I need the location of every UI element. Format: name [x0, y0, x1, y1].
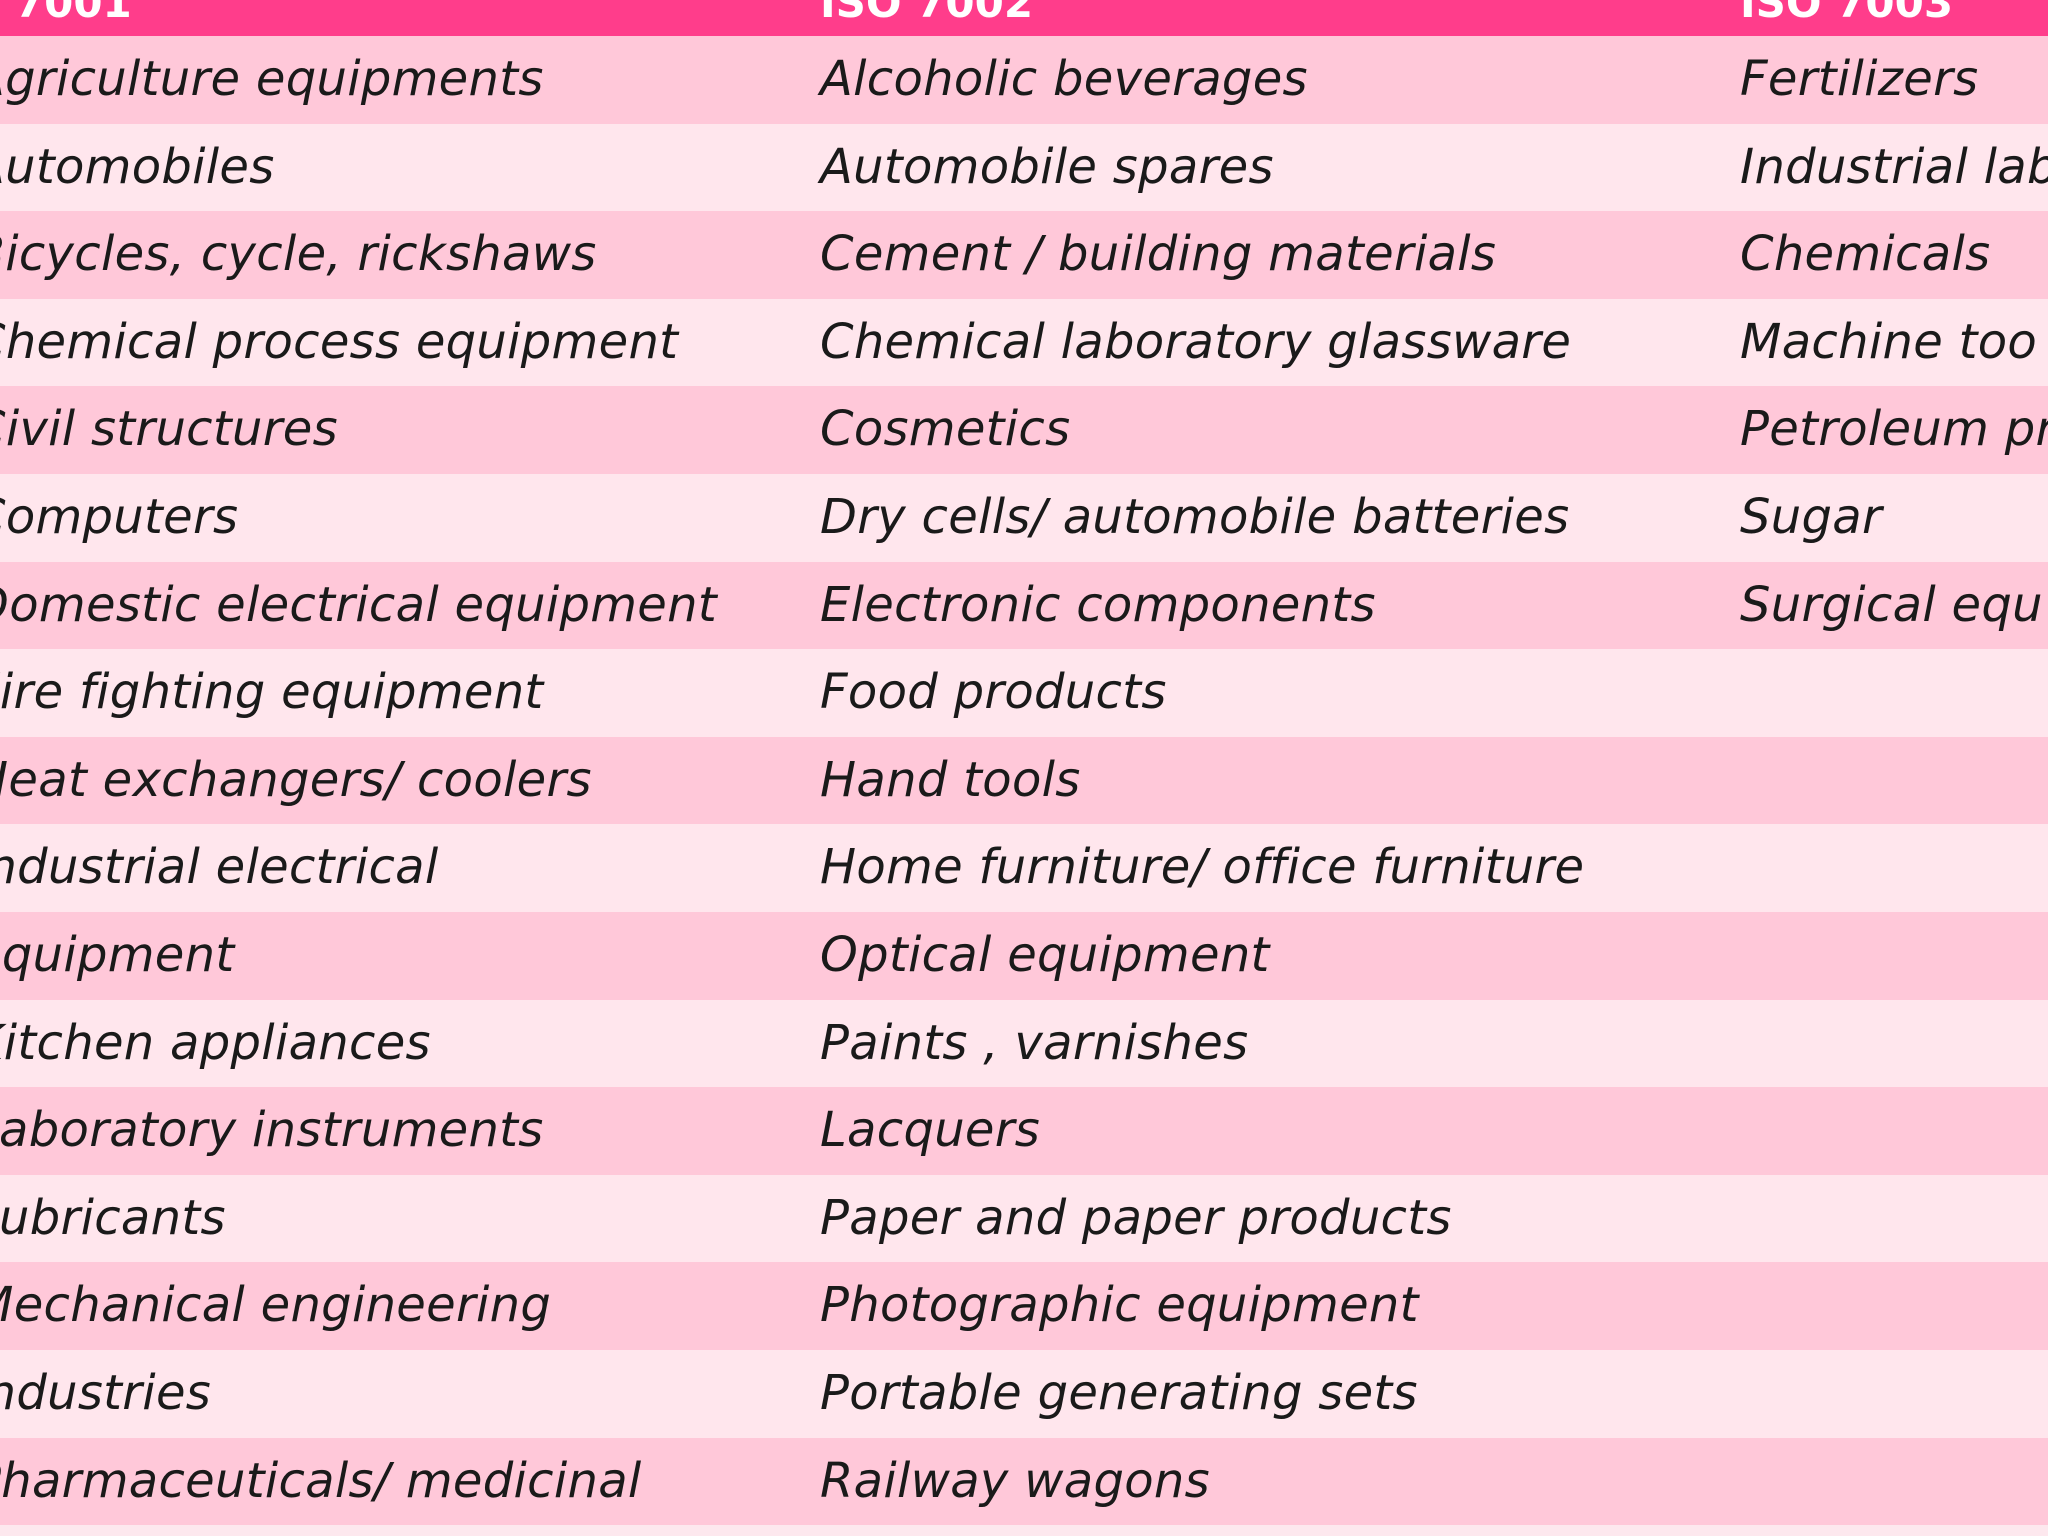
table-cell: Kitchen appliances [0, 1014, 431, 1071]
table-cell: Automobile spares [820, 138, 1274, 195]
table-cell: Cement / building materials [820, 226, 1497, 283]
table-cell: Fertilizers [1740, 51, 1979, 107]
table-cell: Computers [0, 488, 239, 545]
table-row: Chemical process equipment Chemical labo… [0, 298, 2048, 387]
table-cell: industries [0, 1364, 212, 1421]
header-col-1: S 7001 [0, 0, 132, 27]
table-row: Laboratory instruments Lacquers [0, 1087, 2048, 1175]
table-row: Domestic electrical equipment Electronic… [0, 561, 2048, 650]
table-cell: Mechanical engineering [0, 1277, 552, 1334]
table-cell: Domestic electrical equipment [0, 576, 717, 633]
table-cell: Pharmaceuticals/ medicinal [0, 1452, 642, 1509]
table-cell: Food products [820, 664, 1167, 721]
table-row: Automobiles Automobile spares Industrial… [0, 123, 2048, 212]
table-row: Fire fighting equipment Food products [0, 649, 2048, 737]
table-cell: Laboratory instruments [0, 1102, 544, 1159]
table-cell: Dry cells/ automobile batteries [820, 488, 1570, 545]
table-cell: Industrial electrical [0, 839, 439, 896]
table-row: Agriculture equipments Alcoholic beverag… [0, 36, 2048, 124]
table-cell: Automobiles [0, 138, 275, 195]
table-row: Industrial electrical Home furniture/ of… [0, 824, 2048, 912]
table-cell: Photographic equipment [820, 1277, 1419, 1334]
table-cell: Chemicals [1740, 226, 1991, 283]
table-row: Kitchen appliances Paints , varnishes [0, 999, 2048, 1088]
table-body: Agriculture equipments Alcoholic beverag… [0, 36, 2048, 1526]
table-cell: equipment [0, 926, 235, 983]
table-row: industries Portable generating sets [0, 1349, 2048, 1438]
table-row: Mechanical engineering Photographic equi… [0, 1262, 2048, 1350]
table-cell: Cosmetics [820, 401, 1071, 458]
table-cell: Machine too [1740, 313, 2038, 370]
table-cell: Railway wagons [820, 1452, 1210, 1509]
header-col-3: ISO 7003 [1740, 0, 1954, 27]
table-cell: Home furniture/ office furniture [820, 839, 1585, 896]
table-cell: Civil structures [0, 401, 338, 458]
table-cell: Portable generating sets [820, 1364, 1418, 1421]
table-cell: Chemical process equipment [0, 313, 679, 370]
table-cell: Heat exchangers/ coolers [0, 751, 592, 808]
table-cell: Lacquers [820, 1102, 1041, 1159]
table-cell: Alcoholic beverages [820, 51, 1308, 107]
table-row: Bicycles, cycle, rickshaws Cement / buil… [0, 211, 2048, 299]
table-cell: Paper and paper products [820, 1189, 1452, 1246]
table-cell: Electronic components [820, 576, 1376, 633]
table-cell: Bicycles, cycle, rickshaws [0, 226, 597, 283]
table-cell: Paints , varnishes [820, 1014, 1249, 1071]
table-cell: Sugar [1740, 488, 1883, 545]
table-row: Pharmaceuticals/ medicinal Railway wagon… [0, 1437, 2048, 1526]
table-cell: Fire fighting equipment [0, 664, 544, 721]
table-header: S 7001 ISO 7002 ISO 7003 [0, 0, 2048, 36]
table-row: Civil structures Cosmetics Petroleum pr [0, 386, 2048, 474]
table-cell: Surgical equ [1740, 576, 2043, 633]
table-row: Heat exchangers/ coolers Hand tools [0, 736, 2048, 825]
table-cell: Hand tools [820, 751, 1081, 808]
table-row: equipment Optical equipment [0, 911, 2048, 1000]
table-cell: Chemical laboratory glassware [820, 313, 1572, 370]
table-cell: Optical equipment [820, 926, 1270, 983]
table-cell: Agriculture equipments [0, 51, 544, 107]
table-row: Lubricants Paper and paper products [0, 1174, 2048, 1263]
table-cell: Industrial lab [1740, 138, 2048, 195]
table-cell: Petroleum pr [1740, 401, 2048, 458]
table-row: Computers Dry cells/ automobile batterie… [0, 473, 2048, 562]
header-col-2: ISO 7002 [820, 0, 1034, 27]
table-cell: Lubricants [0, 1189, 226, 1246]
